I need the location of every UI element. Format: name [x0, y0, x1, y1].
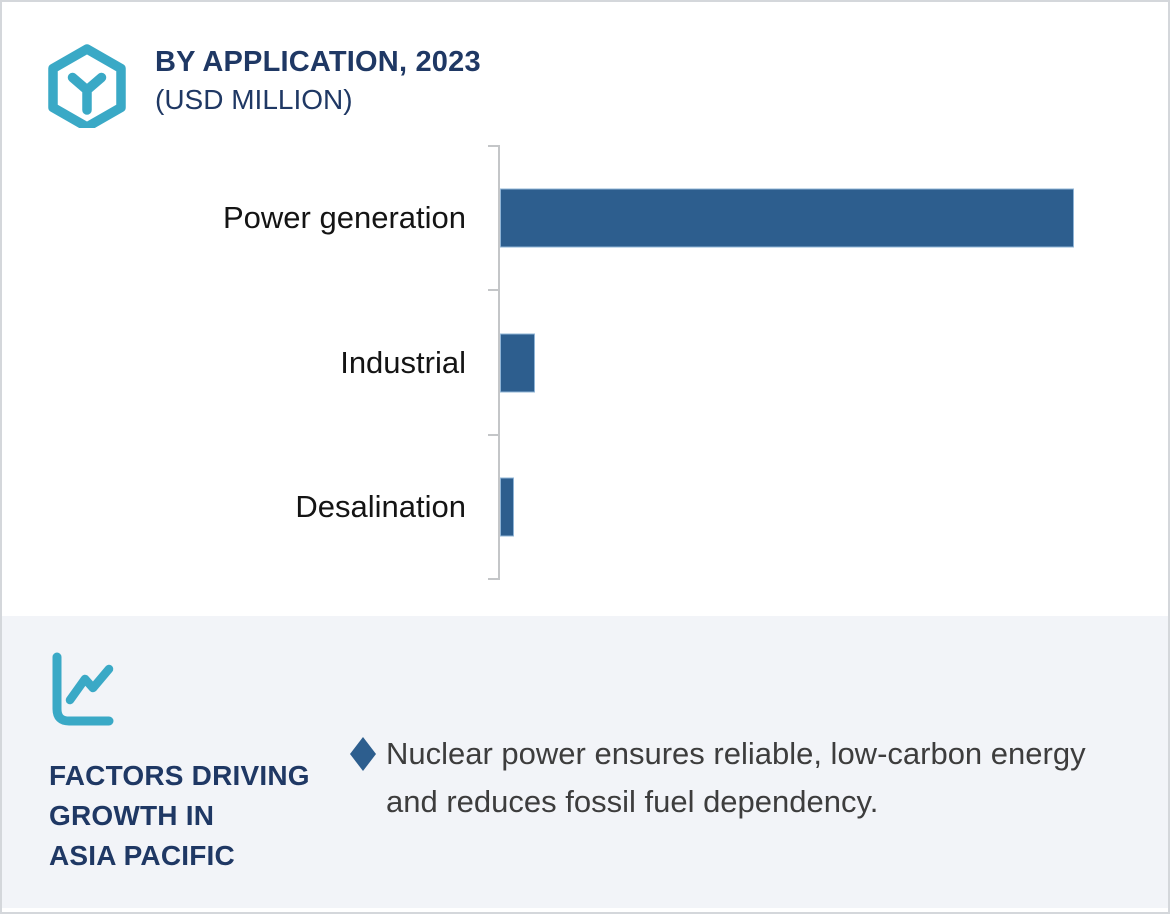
axis-tick — [488, 289, 500, 291]
bar-row: Industrial — [2, 291, 1168, 436]
category-label: Power generation — [223, 200, 466, 236]
factor-bullet: Nuclear power ensures reliable, low-carb… — [350, 730, 1086, 826]
category-label: Industrial — [340, 344, 466, 380]
factors-heading: FACTORS DRIVING GROWTH IN ASIA PACIFIC — [49, 756, 310, 876]
factor-bullet-text: Nuclear power ensures reliable, low-carb… — [386, 736, 1086, 819]
chart-title-line1: BY APPLICATION, 2023 — [155, 46, 481, 78]
chart-title-line2: (USD MILLION) — [155, 84, 353, 115]
bar — [500, 188, 1074, 248]
chart-title: BY APPLICATION, 2023 (USD MILLION) — [155, 44, 481, 118]
axis-tick — [488, 145, 500, 147]
factors-panel: FACTORS DRIVING GROWTH IN ASIA PACIFIC N… — [2, 616, 1168, 908]
hexagon-cube-icon — [48, 44, 126, 128]
factors-heading-line1: FACTORS DRIVING — [49, 760, 310, 791]
bar — [500, 477, 514, 537]
bar — [500, 333, 535, 393]
category-label: Desalination — [295, 489, 466, 525]
line-chart-icon — [52, 652, 114, 726]
factors-heading-line2: GROWTH IN — [49, 800, 215, 831]
factors-heading-line3: ASIA PACIFIC — [49, 840, 235, 871]
diamond-bullet-icon — [350, 737, 376, 771]
bar-row: Power generation — [2, 146, 1168, 291]
axis-tick — [488, 434, 500, 436]
bar-row: Desalination — [2, 435, 1168, 580]
axis-tick — [488, 578, 500, 580]
category-axis-line — [498, 146, 500, 580]
